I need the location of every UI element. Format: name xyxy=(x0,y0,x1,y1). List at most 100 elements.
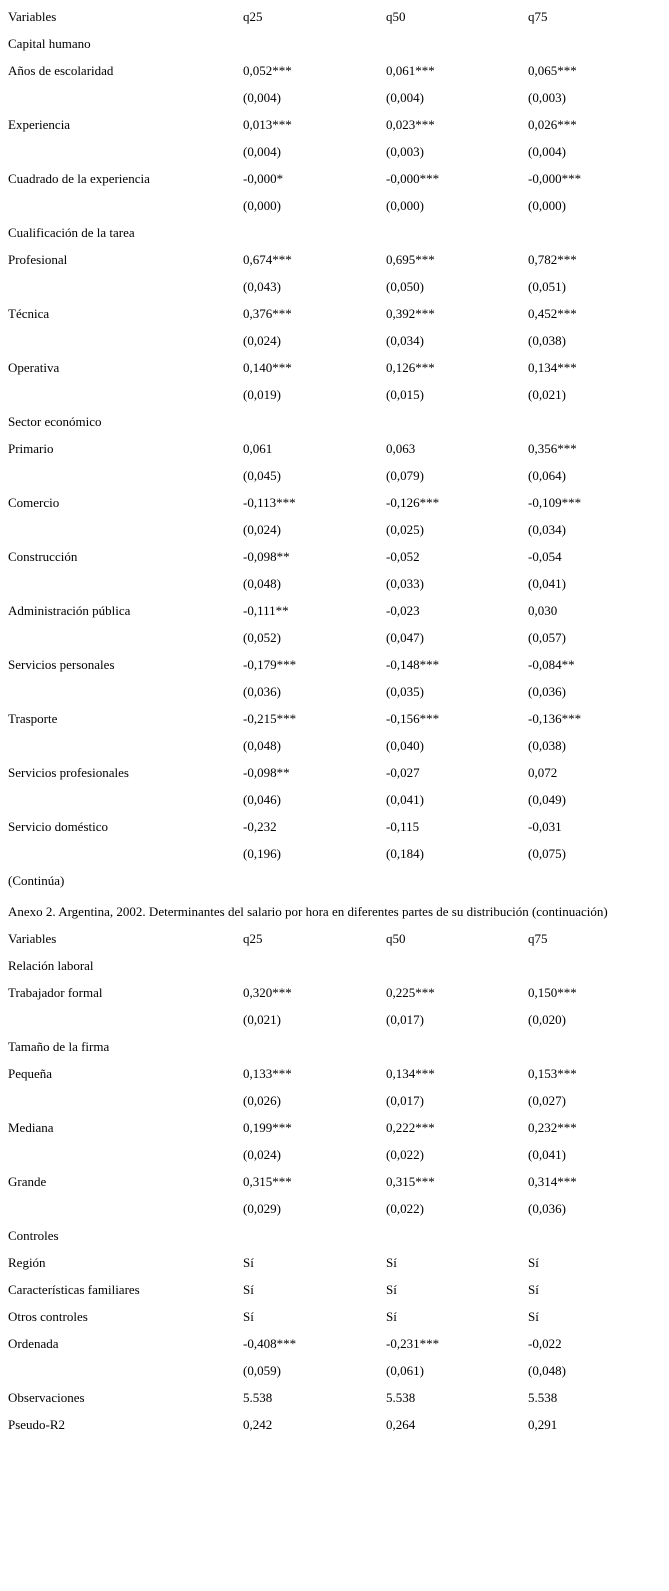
cell-q75: (0,075) xyxy=(528,846,566,861)
cell-q25: Sí xyxy=(243,1255,254,1270)
cell-q75: (0,041) xyxy=(528,576,566,591)
cell-q50: q50 xyxy=(386,9,406,24)
cell-q25: (0,196) xyxy=(243,846,281,861)
row-label: Profesional xyxy=(8,252,68,267)
cell-q50: (0,000) xyxy=(386,198,424,213)
coefficient-row: Operativa 0,140*** 0,126*** 0,134*** xyxy=(8,354,669,381)
cell-q25: 5.538 xyxy=(243,1390,273,1405)
row-label: Trasporte xyxy=(8,711,58,726)
cell-q75: 0,452*** xyxy=(528,306,577,321)
std-error-row: (0,046) (0,041) (0,049) xyxy=(8,786,669,813)
cell-q50: -0,000*** xyxy=(386,171,440,186)
cell-q75: (0,020) xyxy=(528,1012,566,1027)
cell-q25: (0,024) xyxy=(243,1147,281,1162)
cell-q75: (0,003) xyxy=(528,90,566,105)
value-row: Otros controles Sí Sí Sí xyxy=(8,1303,669,1330)
cell-q50: (0,017) xyxy=(386,1012,424,1027)
cell-q25: 0,052*** xyxy=(243,63,292,78)
cell-q25: 0,140*** xyxy=(243,360,292,375)
cell-q75: 0,065*** xyxy=(528,63,577,78)
row-label: Variables xyxy=(8,9,57,24)
coefficient-row: Años de escolaridad 0,052*** 0,061*** 0,065… xyxy=(8,57,669,84)
cell-q75: 0,314*** xyxy=(528,1174,577,1189)
std-error-row: (0,029) (0,022) (0,036) xyxy=(8,1195,669,1222)
cell-q50: 0,126*** xyxy=(386,360,435,375)
row-label: Operativa xyxy=(8,360,60,375)
coefficient-row: Experiencia 0,013*** 0,023*** 0,026*** xyxy=(8,111,669,138)
cell-q25: Sí xyxy=(243,1309,254,1324)
cell-q25: q25 xyxy=(243,9,263,24)
cell-q75: -0,031 xyxy=(528,819,562,834)
cell-q50: (0,061) xyxy=(386,1363,424,1378)
cell-q50: -0,052 xyxy=(386,549,420,564)
table-title: Anexo 2. Argentina, 2002. Determinantes … xyxy=(8,904,608,919)
std-error-row: (0,021) (0,017) (0,020) xyxy=(8,1006,669,1033)
coefficient-row: Técnica 0,376*** 0,392*** 0,452*** xyxy=(8,300,669,327)
cell-q50: -0,115 xyxy=(386,819,420,834)
section-row: Cualificación de la tarea xyxy=(8,219,669,246)
cell-q75: (0,027) xyxy=(528,1093,566,1108)
table-header-row: Variables q25 q50 q75 xyxy=(8,3,669,30)
cell-q25: (0,021) xyxy=(243,1012,281,1027)
regression-table-part2: Variables q25 q50 q75 Relación laboral Trabaj… xyxy=(8,925,669,1438)
cell-q50: 0,225*** xyxy=(386,985,435,1000)
cell-q25: (0,019) xyxy=(243,387,281,402)
section-row: Controles xyxy=(8,1222,669,1249)
cell-q25: (0,043) xyxy=(243,279,281,294)
row-label: Grande xyxy=(8,1174,47,1189)
cell-q75: (0,048) xyxy=(528,1363,566,1378)
cell-q25: (0,048) xyxy=(243,576,281,591)
value-row: Observaciones 5.538 5.538 5.538 xyxy=(8,1384,669,1411)
cell-q75: -0,084** xyxy=(528,657,575,672)
cell-q25: (0,004) xyxy=(243,90,281,105)
cell-q50: (0,034) xyxy=(386,333,424,348)
cell-q75: Sí xyxy=(528,1255,539,1270)
row-label: Controles xyxy=(8,1228,59,1243)
row-label: Región xyxy=(8,1255,46,1270)
cell-q25: (0,024) xyxy=(243,333,281,348)
cell-q50: (0,003) xyxy=(386,144,424,159)
cell-q75: -0,136*** xyxy=(528,711,582,726)
cell-q25: -0,215*** xyxy=(243,711,297,726)
cell-q50: (0,079) xyxy=(386,468,424,483)
row-label: Pequeña xyxy=(8,1066,53,1081)
cell-q25: 0,320*** xyxy=(243,985,292,1000)
cell-q50: (0,050) xyxy=(386,279,424,294)
cell-q50: -0,156*** xyxy=(386,711,440,726)
cell-q50: (0,017) xyxy=(386,1093,424,1108)
cell-q50: 0,134*** xyxy=(386,1066,435,1081)
cell-q50: 5.538 xyxy=(386,1390,416,1405)
cell-q75: 0,291 xyxy=(528,1417,558,1432)
cell-q50: (0,040) xyxy=(386,738,424,753)
cell-q25: -0,113*** xyxy=(243,495,296,510)
cell-q75: (0,057) xyxy=(528,630,566,645)
row-label: Servicio doméstico xyxy=(8,819,109,834)
cell-q75: (0,004) xyxy=(528,144,566,159)
cell-q75: (0,000) xyxy=(528,198,566,213)
row-label: Sector económico xyxy=(8,414,102,429)
std-error-row: (0,059) (0,061) (0,048) xyxy=(8,1357,669,1384)
coefficient-row: Grande 0,315*** 0,315*** 0,314*** xyxy=(8,1168,669,1195)
continua-note: (Continúa) xyxy=(8,873,65,888)
cell-q75: -0,000*** xyxy=(528,171,582,186)
cell-q25: (0,000) xyxy=(243,198,281,213)
row-label: Variables xyxy=(8,931,57,946)
row-label: Servicios profesionales xyxy=(8,765,129,780)
std-error-row: (0,036) (0,035) (0,036) xyxy=(8,678,669,705)
row-label: Pseudo-R2 xyxy=(8,1417,66,1432)
cell-q25: -0,098** xyxy=(243,549,290,564)
cell-q25: -0,000* xyxy=(243,171,284,186)
row-label: Técnica xyxy=(8,306,50,321)
cell-q50: q50 xyxy=(386,931,406,946)
row-label: Ordenada xyxy=(8,1336,59,1351)
coefficient-row: Servicio doméstico -0,232 -0,115 -0,031 xyxy=(8,813,669,840)
cell-q50: 0,264 xyxy=(386,1417,416,1432)
cell-q50: 0,063 xyxy=(386,441,416,456)
std-error-row: (0,019) (0,015) (0,021) xyxy=(8,381,669,408)
row-label: Otros controles xyxy=(8,1309,88,1324)
coefficient-row: Ordenada -0,408*** -0,231*** -0,022 xyxy=(8,1330,669,1357)
std-error-row: (0,004) (0,004) (0,003) xyxy=(8,84,669,111)
cell-q75: (0,034) xyxy=(528,522,566,537)
row-label: Observaciones xyxy=(8,1390,85,1405)
cell-q25: (0,048) xyxy=(243,738,281,753)
